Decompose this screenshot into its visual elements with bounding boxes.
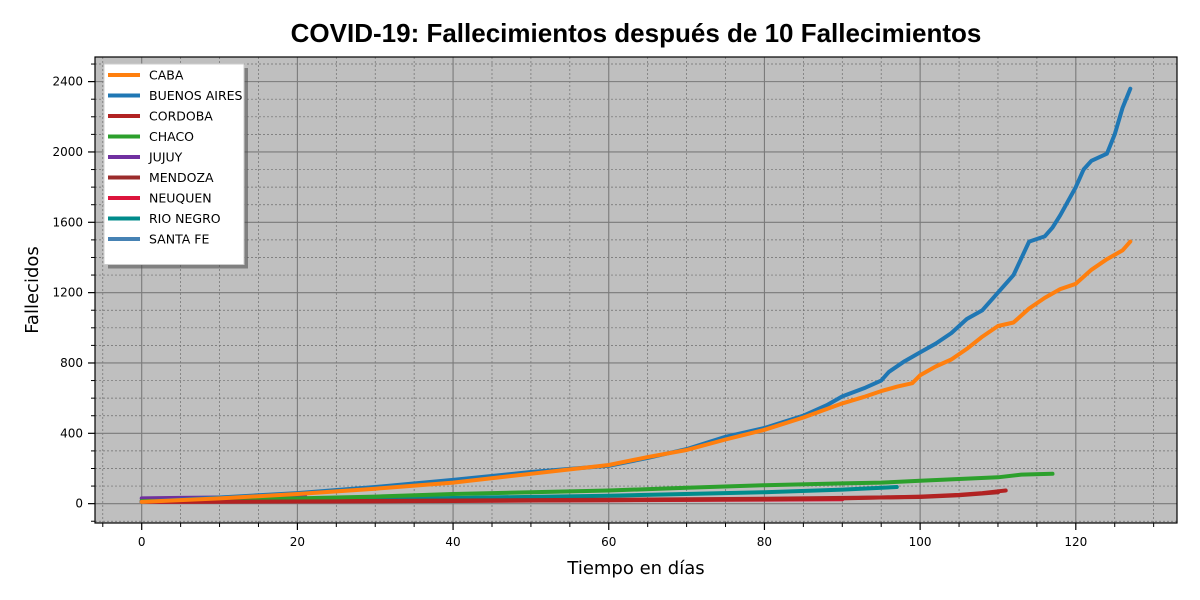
series-line-cordoba: [139, 488, 1008, 504]
x-tick-label: 20: [290, 535, 305, 549]
axis-ticks: [88, 63, 1155, 530]
legend: CABA BUENOS AIRES CORDOBA CHACO JUJUY MENDOZA…: [103, 63, 248, 269]
minor-gridlines: [95, 57, 1177, 523]
legend-label: NEUQUEN: [149, 191, 212, 206]
y-tick-label: 1600: [52, 215, 83, 229]
x-tick-label: 40: [445, 535, 460, 549]
x-tick-label: 0: [138, 535, 146, 549]
plot-area: [95, 57, 1177, 523]
y-tick-labels: 0 400 800 1200 1600 2000 2400: [52, 75, 83, 511]
legend-label: CABA: [149, 68, 184, 83]
plot-frame: [94, 56, 1178, 524]
legend-label: MENDOZA: [149, 170, 214, 185]
y-tick-label: 400: [60, 426, 83, 440]
legend-label: RIO NEGRO: [149, 211, 221, 226]
legend-label: SANTA FE: [149, 232, 209, 247]
x-tick-label: 60: [601, 535, 616, 549]
series-line-caba: [139, 239, 1133, 504]
legend-label: JUJUY: [148, 150, 183, 165]
y-tick-label: 2400: [52, 75, 83, 89]
legend-label: BUENOS AIRES: [149, 88, 243, 103]
x-tick-labels: 0 20 40 60 80 100 120: [138, 535, 1087, 549]
x-tick-label: 100: [909, 535, 932, 549]
x-axis-label: Tiempo en días: [566, 558, 704, 579]
series-line-chaco: [139, 471, 1055, 503]
series-lines: [139, 86, 1133, 504]
y-axis-label: Fallecidos: [22, 246, 43, 334]
legend-label: CORDOBA: [149, 109, 213, 124]
y-tick-label: 800: [60, 356, 83, 370]
y-tick-label: 1200: [52, 286, 83, 300]
x-tick-label: 120: [1064, 535, 1087, 549]
y-tick-label: 2000: [52, 145, 83, 159]
chart-title: COVID-19: Fallecimientos después de 10 F…: [291, 18, 982, 48]
legend-label: CHACO: [149, 129, 194, 144]
x-tick-label: 80: [757, 535, 772, 549]
y-tick-label: 0: [75, 497, 83, 511]
